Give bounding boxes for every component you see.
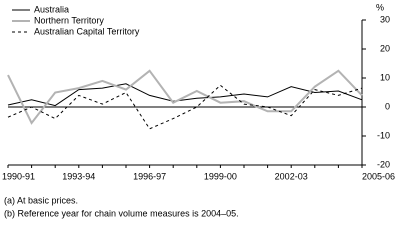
x-tick-label: 1993-94 bbox=[62, 171, 95, 181]
y-tick-label: -20 bbox=[377, 159, 390, 169]
chart: % (a) At basic prices. (b) Reference yea… bbox=[2, 2, 395, 218]
x-tick-label: 1990-91 bbox=[2, 171, 35, 181]
y-tick-label: 0 bbox=[385, 101, 390, 111]
y-tick-label: 10 bbox=[380, 72, 390, 82]
x-tick-label: 2002-03 bbox=[275, 171, 308, 181]
y-axis-label: % bbox=[376, 2, 384, 12]
legend-label: Australia bbox=[34, 4, 69, 14]
x-tick-label: 1996-97 bbox=[133, 171, 166, 181]
footnote: (a) At basic prices. bbox=[4, 195, 78, 205]
legend-label: Northern Territory bbox=[34, 15, 104, 25]
x-tick-label: 1999-00 bbox=[204, 171, 237, 181]
y-tick-label: 20 bbox=[380, 43, 390, 53]
series-line bbox=[7, 69, 363, 125]
x-tick-label: 2005-06 bbox=[362, 171, 395, 181]
series-line bbox=[7, 84, 363, 130]
series-line bbox=[7, 83, 363, 107]
y-tick-label: -10 bbox=[377, 130, 390, 140]
legend-label: Australian Capital Territory bbox=[34, 26, 140, 36]
y-tick-label: 30 bbox=[380, 14, 390, 24]
footnote: (b) Reference year for chain volume meas… bbox=[4, 208, 239, 218]
